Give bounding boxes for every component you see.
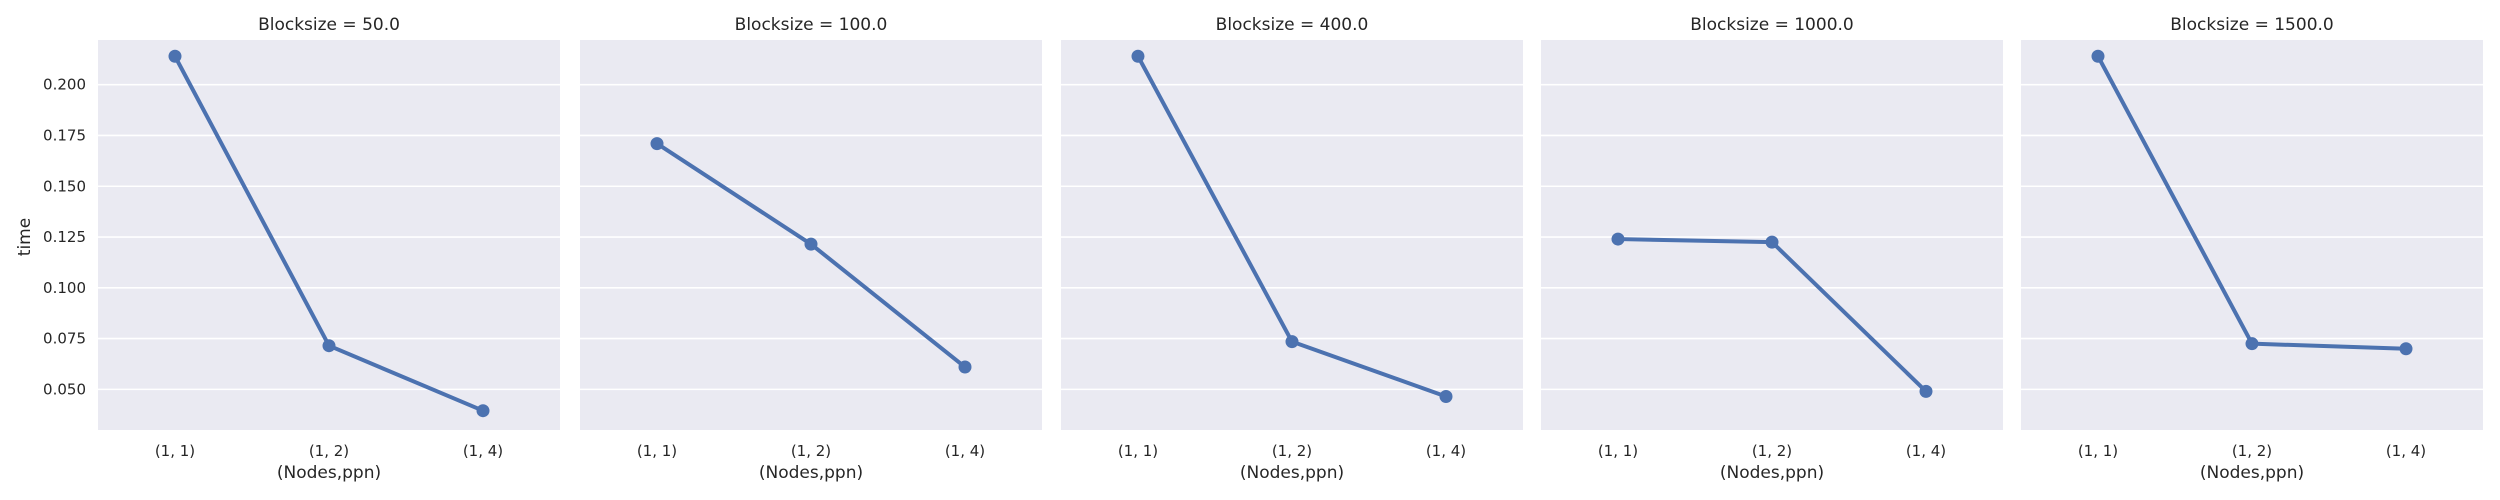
- x-tick-label: (1, 1): [1598, 442, 1638, 460]
- x-axis-label: (Nodes,ppn): [277, 463, 381, 483]
- x-tick-label: (1, 4): [1906, 442, 1946, 460]
- x-tick-label: (1, 1): [2078, 442, 2118, 460]
- plot-area: [1061, 40, 1523, 430]
- y-tick-label: 0.150: [43, 177, 86, 195]
- x-tick-label: (1, 2): [2232, 442, 2272, 460]
- y-tick-label: 0.050: [43, 380, 86, 398]
- data-point: [804, 237, 818, 251]
- data-point: [958, 360, 972, 374]
- x-tick-label: (1, 4): [945, 442, 985, 460]
- x-tick-label: (1, 1): [637, 442, 677, 460]
- data-point: [2245, 337, 2259, 351]
- x-tick-label: (1, 2): [1752, 442, 1792, 460]
- x-tick-label: (1, 1): [1118, 442, 1158, 460]
- x-axis-label: (Nodes,ppn): [2200, 463, 2304, 483]
- y-tick-label: 0.175: [43, 126, 86, 144]
- data-point: [476, 404, 490, 418]
- plot-area: [1541, 40, 2003, 430]
- data-point: [1611, 232, 1625, 246]
- data-point: [1439, 389, 1453, 403]
- data-point: [2091, 49, 2105, 63]
- data-point: [1285, 335, 1299, 349]
- x-tick-label: (1, 4): [463, 442, 503, 460]
- facet-panels: 0.050 0.075 0.100 0.125 0.150 0.175 0.200 (1, 1…: [43, 15, 2483, 483]
- facet-title: Blocksize = 100.0: [735, 15, 888, 35]
- data-point: [1765, 235, 1779, 249]
- x-tick-label: (1, 2): [1272, 442, 1312, 460]
- plot-area: [98, 40, 560, 430]
- x-axis-label: (Nodes,ppn): [759, 463, 863, 483]
- data-point: [2399, 342, 2413, 356]
- data-point: [1919, 384, 1933, 398]
- facet-panel: (1, 1) (1, 2) (1, 4) (Nodes,ppn) Blocksize =…: [1061, 15, 1523, 483]
- facet-panel: 0.050 0.075 0.100 0.125 0.150 0.175 0.200 (1, 1…: [43, 15, 560, 483]
- x-axis-label: (Nodes,ppn): [1240, 463, 1344, 483]
- y-tick-label: 0.075: [43, 330, 86, 348]
- x-tick-label: (1, 4): [2386, 442, 2426, 460]
- x-tick-label: (1, 4): [1426, 442, 1466, 460]
- plot-area: [580, 40, 1042, 430]
- plot-area: [2021, 40, 2483, 430]
- data-point: [1131, 49, 1145, 63]
- facet-panel: (1, 1) (1, 2) (1, 4) (Nodes,ppn) Blocksize =…: [580, 15, 1042, 483]
- facet-panel: (1, 1) (1, 2) (1, 4) (Nodes,ppn) Blocksize =…: [1541, 15, 2003, 483]
- data-point: [168, 49, 182, 63]
- facet-title: Blocksize = 1500.0: [2170, 15, 2333, 35]
- data-point: [322, 339, 336, 353]
- y-axis-label: time: [15, 218, 35, 256]
- y-tick-label: 0.200: [43, 76, 86, 94]
- y-tick-label: 0.125: [43, 228, 86, 246]
- x-tick-label: (1, 2): [791, 442, 831, 460]
- data-point: [650, 137, 664, 151]
- y-tick-label: 0.100: [43, 279, 86, 297]
- facet-title: Blocksize = 400.0: [1216, 15, 1369, 35]
- facet-title: Blocksize = 50.0: [258, 15, 400, 35]
- x-tick-label: (1, 1): [155, 442, 195, 460]
- facet-title: Blocksize = 1000.0: [1690, 15, 1853, 35]
- x-tick-label: (1, 2): [309, 442, 349, 460]
- facet-panel: (1, 1) (1, 2) (1, 4) (Nodes,ppn) Blocksize =…: [2021, 15, 2483, 483]
- x-axis-label: (Nodes,ppn): [1720, 463, 1824, 483]
